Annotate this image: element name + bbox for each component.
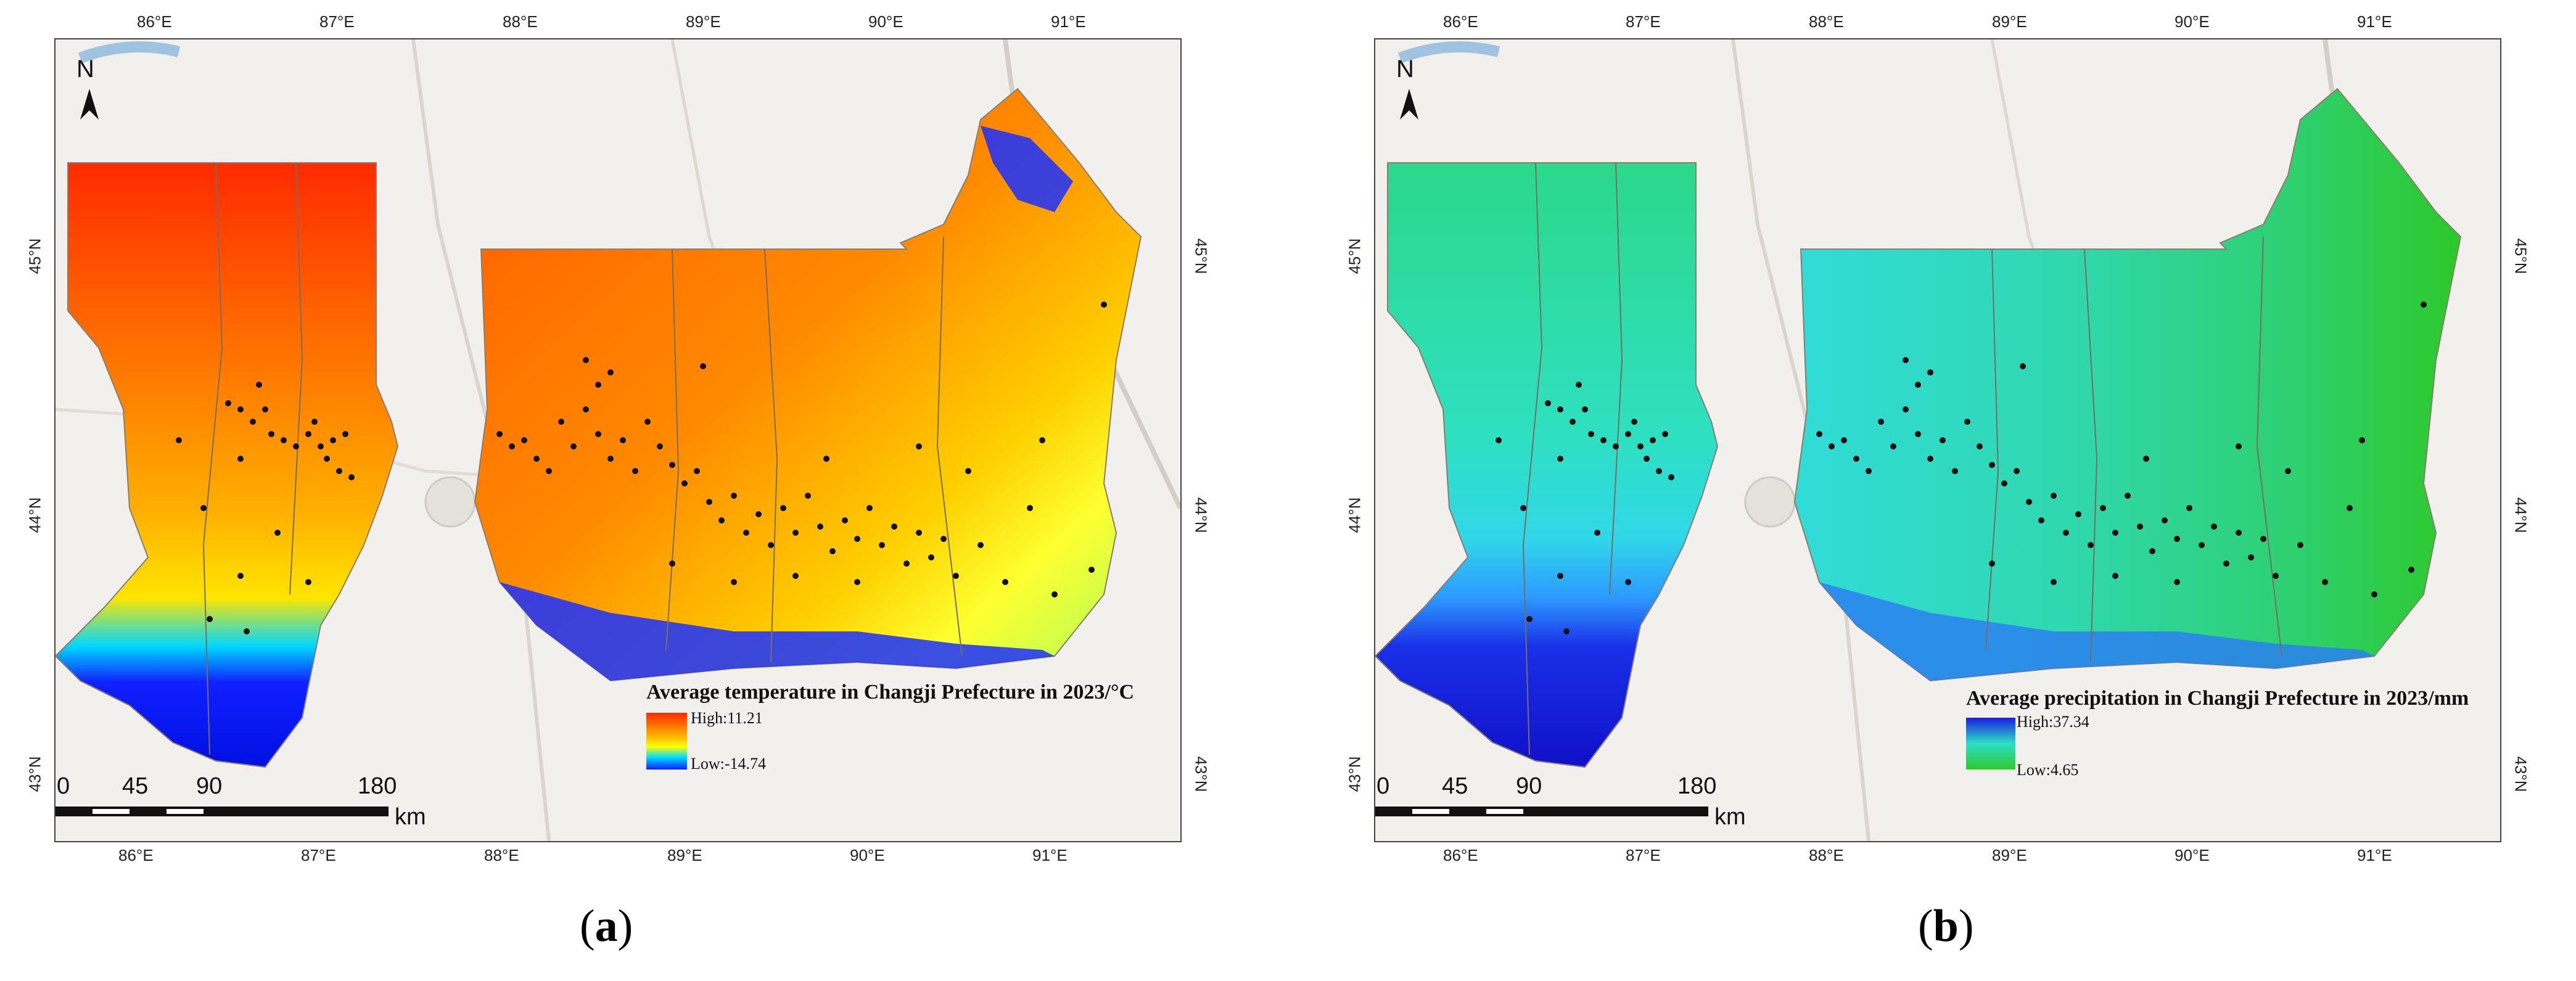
lon-tick-bottom: 87°E — [301, 846, 336, 864]
west-region — [56, 162, 399, 768]
lon-tick-top: 89°E — [1992, 12, 2027, 31]
legend-high: High:11.21 — [691, 709, 763, 727]
lon-tick-top: 88°E — [1809, 12, 1844, 31]
north-label: N — [76, 55, 94, 83]
lon-tick-bottom: 91°E — [2357, 846, 2392, 864]
temperature-map — [56, 39, 1180, 841]
scale-bar — [56, 807, 389, 816]
lat-tick-left: 45°N — [1345, 238, 1364, 274]
lon-tick-bottom: 86°E — [1443, 846, 1478, 864]
lon-tick-top: 90°E — [2175, 12, 2210, 31]
lon-tick-top: 88°E — [503, 12, 538, 31]
scale-label: 45 — [122, 773, 149, 799]
precipitation-map — [1375, 39, 2462, 841]
legend-title: Average temperature in Changji Prefectur… — [646, 681, 1135, 704]
scale-label: 0 — [57, 773, 70, 799]
map-frame: N Average precipitation in Changji Prefe… — [1374, 38, 2501, 842]
lon-tick-bottom: 86°E — [118, 846, 154, 864]
lon-tick-bottom: 91°E — [1032, 846, 1068, 864]
scale-label: 90 — [196, 773, 223, 799]
scale-label: 180 — [1677, 773, 1717, 799]
lon-tick-top: 87°E — [1626, 12, 1661, 31]
lon-tick-top: 91°E — [1051, 12, 1086, 31]
legend-title: Average precipitation in Changji Prefect… — [1966, 687, 2469, 710]
map-panel-a: 86°E 87°E 88°E 89°E 90°E 91°E 86°E 87°E … — [0, 0, 1270, 981]
scale-label: 0 — [1376, 773, 1390, 799]
legend-low: Low:-14.74 — [691, 755, 767, 773]
legend-color-ramp — [1966, 718, 2015, 770]
lon-tick-top: 86°E — [1443, 12, 1478, 31]
scale-label: 45 — [1442, 773, 1468, 799]
legend-high: High:37.34 — [2017, 713, 2089, 731]
station-points — [1496, 302, 2427, 634]
lat-tick-left: 45°N — [25, 238, 44, 274]
map-frame: N Average temperature in Changji Prefect… — [54, 38, 1182, 842]
legend-color-ramp — [646, 713, 687, 770]
lat-tick-right: 44°N — [1191, 497, 1211, 533]
lon-tick-bottom: 87°E — [1626, 846, 1661, 864]
lon-tick-top: 87°E — [319, 12, 355, 31]
lat-tick-right: 45°N — [2511, 238, 2530, 274]
lon-tick-bottom: 90°E — [2175, 846, 2210, 864]
scale-unit: km — [395, 804, 426, 830]
lon-tick-bottom: 89°E — [1992, 846, 2027, 864]
lon-tick-top: 90°E — [868, 12, 903, 31]
lon-tick-top: 89°E — [686, 12, 721, 31]
lat-tick-right: 43°N — [2511, 756, 2530, 792]
panel-caption: (a) — [580, 901, 633, 951]
north-label: N — [1396, 55, 1414, 83]
lat-tick-left: 44°N — [25, 497, 44, 533]
lat-tick-right: 43°N — [1191, 756, 1211, 792]
lat-tick-right: 44°N — [2511, 497, 2530, 533]
east-region — [1793, 88, 2462, 682]
map-panel-b: 86°E 87°E 88°E 89°E 90°E 91°E 86°E 87°E … — [1320, 0, 2576, 981]
lon-tick-bottom: 89°E — [667, 846, 702, 864]
lon-tick-top: 86°E — [137, 12, 172, 31]
panel-caption: (b) — [1918, 901, 1974, 951]
scale-unit: km — [1714, 804, 1746, 830]
scale-bar — [1375, 807, 1708, 816]
station-points — [176, 302, 1107, 634]
west-region — [1375, 162, 1719, 768]
scale-label: 90 — [1516, 773, 1542, 799]
lon-tick-top: 91°E — [2357, 12, 2392, 31]
scale-label: 180 — [358, 773, 397, 799]
lon-tick-bottom: 90°E — [850, 846, 885, 864]
lon-tick-bottom: 88°E — [484, 846, 519, 864]
lat-tick-right: 45°N — [1191, 238, 1211, 274]
lat-tick-left: 43°N — [25, 756, 44, 792]
legend-low: Low:4.65 — [2017, 761, 2079, 779]
lon-tick-bottom: 88°E — [1809, 846, 1844, 864]
lat-tick-left: 43°N — [1345, 756, 1364, 792]
lat-tick-left: 44°N — [1345, 497, 1364, 533]
